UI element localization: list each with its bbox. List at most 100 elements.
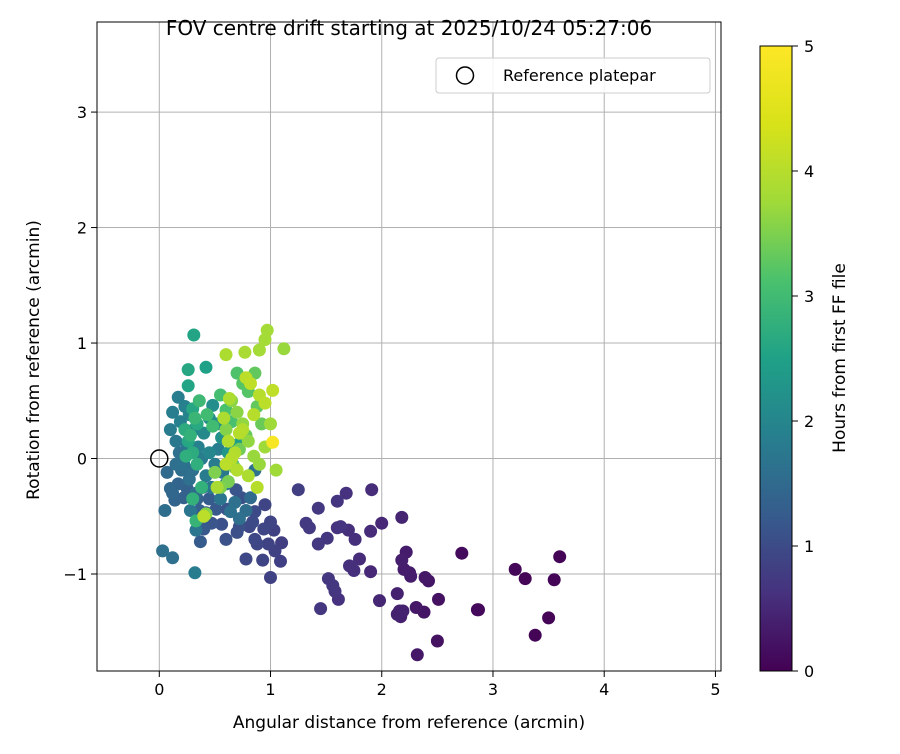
data-point: [183, 504, 197, 517]
colorbar-gradient: [759, 45, 793, 672]
data-point: [181, 379, 195, 393]
data-point: [250, 480, 264, 494]
data-point: [547, 573, 561, 587]
data-point: [206, 419, 220, 433]
data-point: [186, 492, 200, 506]
data-point: [247, 408, 261, 422]
colorbar-tick-label: 3: [804, 287, 814, 306]
data-point: [181, 363, 195, 377]
data-point: [166, 551, 180, 565]
data-point: [334, 520, 348, 534]
data-point: [210, 480, 224, 494]
data-point: [266, 435, 280, 449]
plot-frame: [96, 21, 722, 672]
data-point: [373, 594, 386, 608]
x-tick-label: 4: [599, 680, 609, 699]
data-point: [190, 457, 204, 471]
data-point: [277, 342, 291, 356]
data-point: [365, 483, 379, 497]
colorbar-tick-label: 0: [804, 662, 814, 681]
data-point: [208, 465, 222, 479]
data-point: [222, 392, 236, 405]
data-point: [244, 491, 257, 505]
data-point: [395, 553, 409, 567]
legend: Reference platepar: [435, 57, 711, 94]
data-point: [232, 512, 246, 526]
data-point: [364, 524, 378, 538]
colorbar-tick-label: 5: [804, 37, 814, 56]
colorbar-ticks: 0 1 2 3 4 5: [792, 37, 814, 681]
y-tick-label: −1: [63, 565, 87, 584]
data-point: [219, 532, 233, 546]
data-point: [158, 504, 172, 517]
data-point: [339, 486, 353, 500]
data-point: [209, 502, 223, 516]
colorbar-label: Hours from first FF file: [830, 263, 850, 453]
data-point: [252, 457, 266, 471]
data-point: [163, 423, 177, 437]
data-point: [229, 483, 243, 497]
data-point: [409, 601, 423, 614]
data-point: [187, 328, 201, 342]
data-point: [214, 492, 227, 506]
data-point: [183, 428, 197, 442]
data-point: [219, 348, 233, 362]
data-point: [246, 515, 260, 529]
data-point: [239, 552, 253, 566]
y-axis-label: Rotation from reference (arcmin): [24, 220, 44, 500]
data-point: [256, 553, 270, 567]
data-point: [221, 434, 235, 448]
data-point: [199, 360, 213, 374]
data-point: [241, 434, 255, 448]
data-point: [188, 411, 202, 425]
chart-title: FOV centre drift starting at 2025/10/24 …: [166, 16, 652, 40]
x-axis-ticks: 0 1 2 3 4 5: [154, 671, 721, 699]
data-point: [197, 509, 211, 523]
data-point: [375, 516, 389, 530]
data-point: [219, 423, 233, 437]
y-tick-label: 1: [77, 334, 87, 353]
data-point: [241, 469, 255, 483]
data-point: [418, 571, 432, 584]
data-point: [238, 345, 252, 359]
data-point: [430, 634, 444, 648]
data-point: [232, 426, 246, 440]
legend-marker: [455, 66, 475, 85]
data-point: [432, 592, 445, 606]
data-point: [195, 480, 209, 494]
y-tick-label: 3: [77, 103, 87, 122]
data-point: [179, 449, 193, 463]
data-point: [542, 611, 556, 625]
data-point: [192, 394, 206, 408]
y-tick-label: 2: [77, 219, 87, 238]
data-point: [230, 525, 244, 539]
data-point: [455, 546, 469, 560]
data-point: [258, 396, 272, 410]
colorbar: 0 1 2 3 4 5 Hours from first FF file: [759, 37, 850, 681]
data-point: [261, 537, 275, 551]
data-point: [248, 532, 262, 546]
data-point: [244, 377, 257, 390]
data-point: [266, 383, 280, 397]
data-point: [230, 405, 244, 419]
data-point: [274, 554, 287, 568]
colorbar-tick-label: 2: [804, 412, 814, 431]
data-point: [200, 408, 214, 422]
data-point: [217, 411, 231, 425]
data-point: [163, 482, 177, 495]
x-tick-label: 5: [710, 680, 720, 699]
y-axis-ticks: −1 0 1 2 3: [63, 103, 97, 584]
data-point: [395, 510, 409, 524]
data-point: [269, 463, 283, 477]
data-point: [215, 517, 229, 531]
data-point: [348, 532, 362, 546]
data-point: [169, 434, 183, 448]
data-point: [224, 505, 237, 519]
data-point: [353, 552, 366, 566]
x-tick-label: 0: [154, 680, 164, 699]
data-point: [311, 537, 325, 551]
data-point: [156, 544, 170, 558]
data-point: [202, 492, 216, 506]
